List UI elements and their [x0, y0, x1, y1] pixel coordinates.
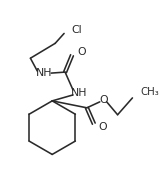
Text: NH: NH: [36, 68, 52, 78]
Text: O: O: [99, 95, 108, 105]
Text: O: O: [99, 122, 107, 132]
Text: NH: NH: [71, 88, 87, 98]
Text: O: O: [77, 47, 86, 57]
Text: Cl: Cl: [71, 26, 82, 36]
Text: CH₃: CH₃: [140, 87, 159, 97]
